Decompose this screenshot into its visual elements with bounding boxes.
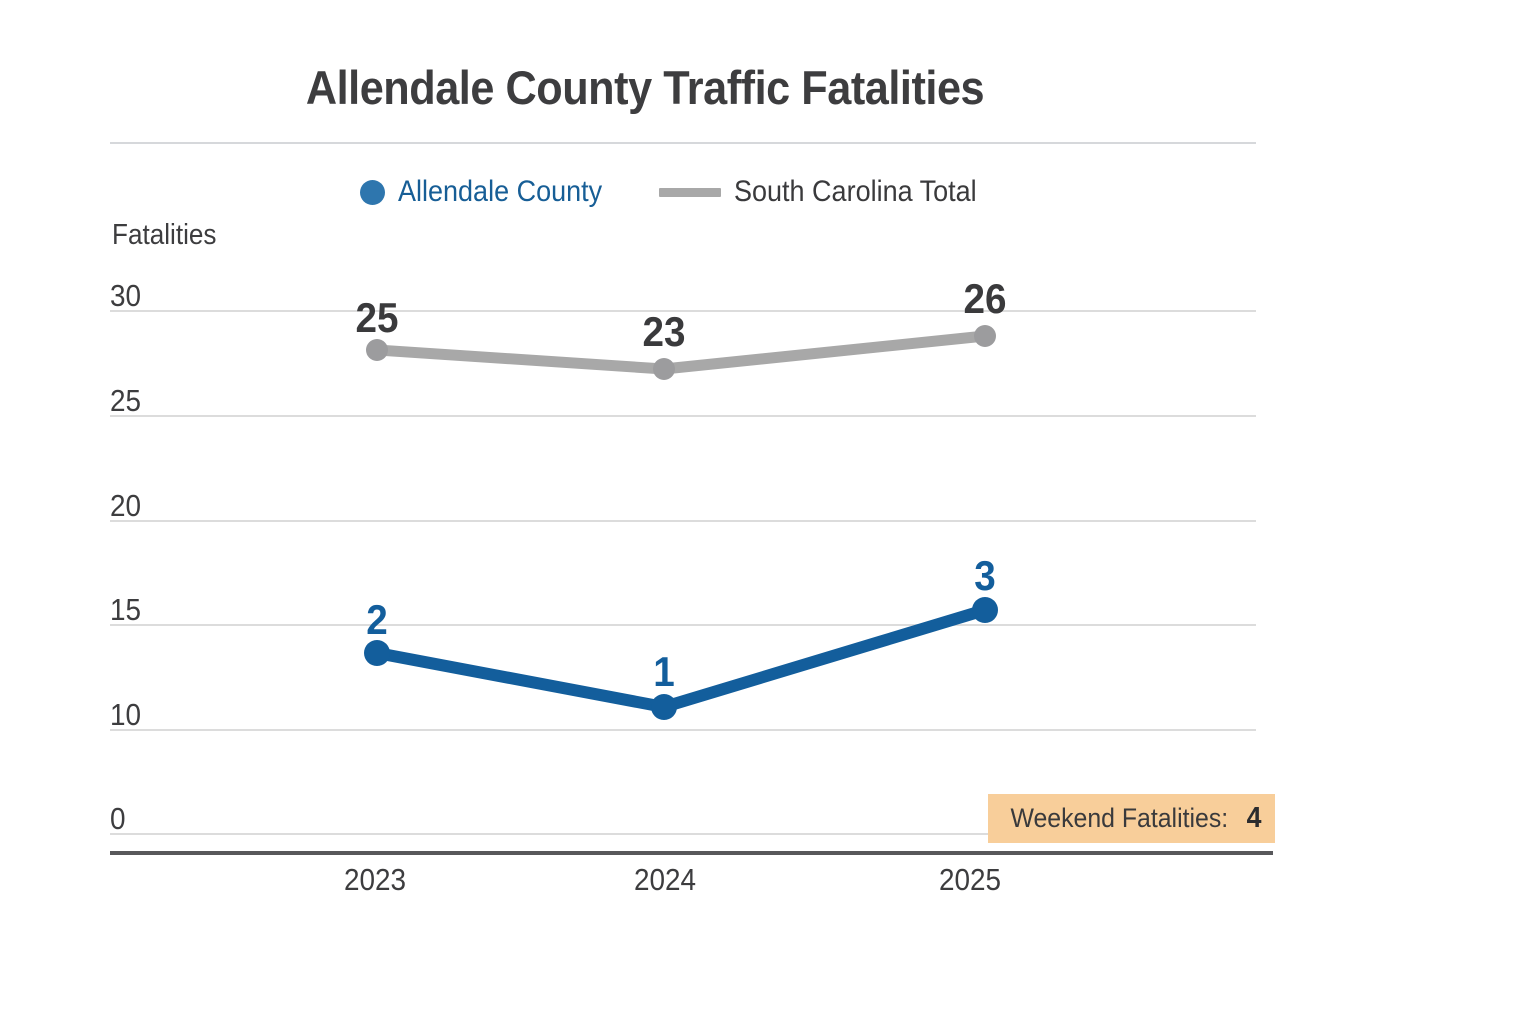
gridline-25: [110, 415, 1256, 417]
x-axis-tick: 2023: [343, 862, 407, 897]
data-label: 23: [642, 308, 686, 355]
legend-item-allendale-county[interactable]: Allendale County: [360, 175, 625, 209]
annotation-label: Weekend Fatalities:: [1010, 803, 1229, 833]
gridline-20: [110, 520, 1256, 522]
x-axis-tick: 2024: [633, 862, 697, 897]
x-axis-tick: 2025: [938, 862, 1002, 897]
gridline-15: [110, 624, 1256, 626]
status-badge: Weekend Fatalities: 4: [988, 794, 1275, 843]
chart-legend: Allendale County South Carolina Total: [360, 175, 1003, 209]
data-point-marker[interactable]: [653, 358, 675, 380]
data-point-marker[interactable]: [972, 597, 998, 623]
legend-dot-icon: [360, 179, 385, 205]
series-allendale-county: [364, 597, 998, 720]
data-label: 1: [653, 648, 675, 695]
data-point-marker[interactable]: [974, 325, 996, 347]
y-axis-tick: 10: [110, 697, 142, 732]
legend-item-south-carolina-total[interactable]: South Carolina Total: [658, 175, 1004, 209]
data-label: 2: [366, 596, 388, 643]
y-axis-tick: 25: [110, 383, 142, 418]
data-point-marker[interactable]: [366, 339, 388, 361]
annotation-value: 4: [1246, 802, 1262, 834]
title-divider: [110, 142, 1256, 144]
legend-item-label: Allendale County: [398, 175, 603, 208]
data-label: 25: [355, 294, 399, 341]
y-axis-caption: Fatalities: [112, 219, 217, 251]
data-label: 3: [974, 552, 996, 599]
legend-item-label: South Carolina Total: [733, 175, 977, 208]
data-point-marker[interactable]: [364, 640, 390, 666]
x-axis-line: [110, 851, 1273, 855]
legend-line-icon: [658, 187, 721, 197]
y-axis-tick: 0: [110, 801, 126, 836]
data-point-marker[interactable]: [651, 694, 677, 720]
gridline-30: [110, 310, 1256, 312]
page-title: Allendale County Traffic Fatalities: [305, 61, 985, 114]
series-south-carolina-total: [366, 325, 996, 380]
y-axis-tick: 30: [110, 278, 142, 313]
gridline-0: [110, 833, 1256, 835]
gridline-10: [110, 729, 1256, 731]
data-label: 26: [963, 275, 1007, 322]
y-axis-tick: 15: [110, 592, 142, 627]
y-axis-tick: 20: [110, 488, 142, 523]
